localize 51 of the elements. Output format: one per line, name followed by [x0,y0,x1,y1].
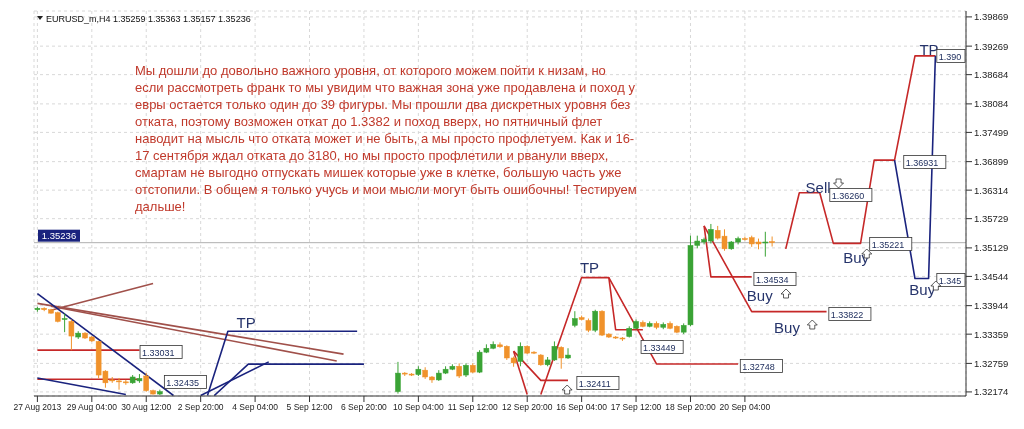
x-tick-label: 2 Sep 20:00 [177,402,224,413]
y-tick-label: 1.32174 [974,386,1009,398]
annotation: Buy [909,281,936,298]
annotation: TP [579,259,600,276]
y-tick-label: 1.36899 [974,156,1009,168]
annotation: 1.33822 [830,309,864,320]
y-tick-label: 1.33944 [974,300,1009,312]
y-tick-label: 1.38684 [974,69,1009,81]
annotation: Buy [774,319,801,336]
x-tick-label: 30 Aug 12:00 [121,402,172,413]
x-tick-label: 5 Sep 12:00 [286,402,333,413]
annotation: 1.32435 [166,377,199,388]
y-tick-label: 1.38084 [974,98,1009,110]
x-tick-label: 4 Sep 04:00 [232,402,279,413]
ref-line-label: 1.35236 [41,229,77,241]
y-tick-label: 1.36314 [974,184,1009,196]
x-tick-label: 17 Sep 12:00 [610,402,662,413]
y-tick-label: 1.39869 [974,11,1009,23]
x-tick-label: 11 Sep 12:00 [447,402,499,413]
x-tick-label: 6 Sep 20:00 [341,402,388,413]
x-tick-label: 10 Sep 04:00 [393,402,444,413]
annotation: 1.390 [938,51,962,62]
annotation: Sell [805,179,831,196]
x-tick-label: 20 Sep 04:00 [719,402,771,413]
annotation: 1.34534 [755,274,789,285]
y-tick-label: 1.33359 [974,328,1009,340]
y-tick-label: 1.32759 [974,357,1009,369]
x-tick-label: 16 Sep 04:00 [556,402,608,413]
x-tick-label: 12 Sep 20:00 [501,402,553,413]
annotation: 1.36260 [831,190,865,201]
y-tick-label: 1.39269 [974,40,1009,52]
annotation: 1.32411 [578,378,611,389]
y-tick-label: 1.35729 [974,213,1009,225]
annotation: 1.33449 [643,342,676,353]
annotation: 1.35221 [871,239,905,250]
annotation: Buy [746,287,774,304]
annotation: 1.33031 [142,347,175,358]
x-tick-label: 18 Sep 20:00 [665,402,717,413]
annotation: 1.345 [938,275,962,286]
x-tick-label: 27 Aug 2013 [13,402,62,413]
text: Мы дошли до довольно важного уровня, от которого можем пойти к низам, но если рассмотреть франк то мы увидим что важная зона уже продавлена и поход у евры остается только один до 39 фигуры. Мы прошли два дискретных уровня без отката, поэтому возможен откат до 1.3382 и поход вверх, но пятничный флет наводит на мысль что отката может и не быть, а мы просто профлетуем. Как и 16- 17 сентября ждал отката до 3180, но мы просто профлетили и рванули вверх, смартам не выгодно отпускать мишек которые уже в клетке, большую часть уже отстопили. В общем я только учусь и мои мысли могут быть ошибочны! Тестируем дальше! [135,63,637,214]
annotation: TP [236,314,256,331]
annotation: Buy [843,249,870,266]
annotation: 1.32748 [742,361,775,372]
y-tick-label: 1.34544 [974,270,1009,282]
y-tick-label: 1.37499 [974,126,1009,138]
y-tick-label: 1.35129 [974,242,1009,254]
annotation: 1.36931 [905,157,939,168]
x-tick-label: 29 Aug 04:00 [66,402,118,413]
chart-title: EURUSD_m,H4 1.35259 1.35363 1.35157 1.35236 [46,14,251,24]
annotation: TP [919,41,939,58]
